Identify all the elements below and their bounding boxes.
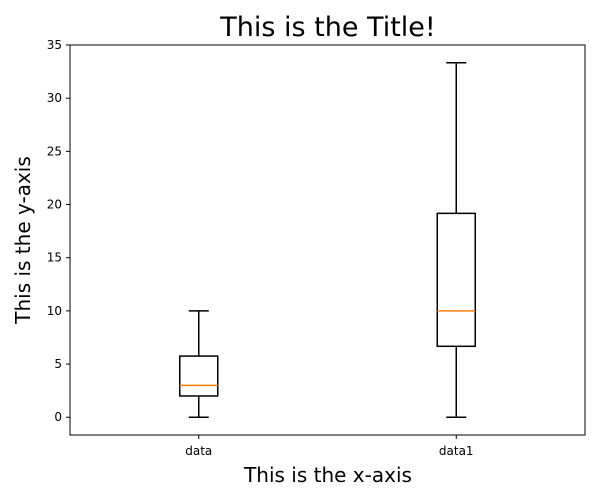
iqr-box — [436, 212, 476, 348]
y-axis-ticks: 0 5 10 15 20 25 30 35 — [47, 38, 70, 424]
y-tick-label: 20 — [47, 198, 62, 212]
y-axis-label: This is the y-axis — [11, 156, 35, 325]
y-tick-label: 15 — [47, 251, 62, 265]
y-tick-label: 0 — [54, 410, 62, 424]
y-tick-label: 10 — [47, 304, 62, 318]
x-tick-label: data — [185, 444, 212, 458]
y-tick-label: 35 — [47, 38, 62, 52]
chart-title: This is the Title! — [219, 12, 436, 43]
box-data — [179, 310, 219, 418]
x-axis-ticks: data data1 — [185, 435, 474, 458]
y-tick-label: 5 — [54, 357, 62, 371]
box-series — [179, 62, 476, 418]
x-tick-label: data1 — [439, 444, 474, 458]
plot-area-frame — [69, 44, 586, 436]
y-tick-label: 25 — [47, 144, 62, 158]
y-tick-label: 30 — [47, 91, 62, 105]
x-axis-label: This is the x-axis — [243, 463, 412, 487]
iqr-box — [179, 355, 219, 397]
box-data1 — [436, 62, 476, 418]
